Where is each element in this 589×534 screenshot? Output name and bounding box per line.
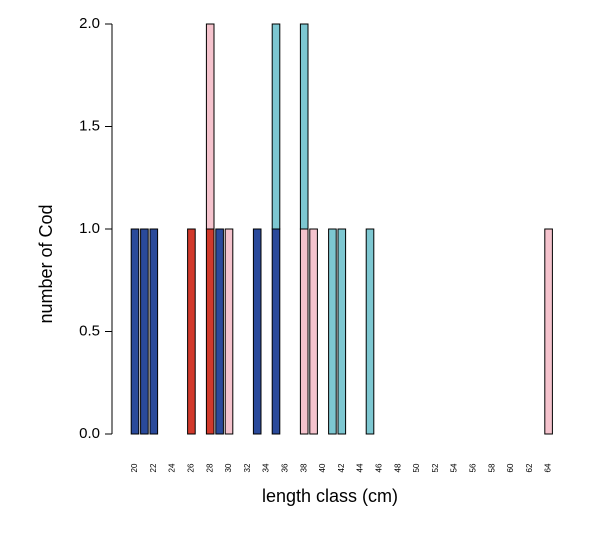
x-tick-label: 54 xyxy=(450,463,459,472)
x-tick-label: 42 xyxy=(337,463,346,472)
x-tick-label: 36 xyxy=(281,463,290,472)
x-tick-label: 32 xyxy=(243,463,252,472)
y-tick-label: 2.0 xyxy=(79,15,100,32)
x-tick-label: 62 xyxy=(525,463,534,472)
x-tick-label: 46 xyxy=(375,463,384,472)
bar-segment xyxy=(205,23,215,230)
bar-segment xyxy=(187,228,196,435)
x-tick-label: 28 xyxy=(205,463,214,472)
y-tick-label: 0.5 xyxy=(79,322,100,339)
x-tick-label: 38 xyxy=(299,463,308,472)
x-tick-label: 26 xyxy=(187,463,196,472)
x-tick-label: 50 xyxy=(412,463,421,472)
x-tick-label: 48 xyxy=(393,463,402,472)
bar-segment xyxy=(337,228,347,435)
bar-segment xyxy=(299,23,309,230)
bar-segment xyxy=(299,228,309,435)
x-tick-label: 64 xyxy=(544,463,553,472)
x-tick-label: 22 xyxy=(149,463,158,472)
y-axis-label: number of Cod xyxy=(36,204,56,323)
bar-segment xyxy=(544,228,553,435)
x-tick-label: 58 xyxy=(487,463,496,472)
bar-segment xyxy=(205,228,215,435)
bar-segment xyxy=(215,228,224,435)
y-tick-label: 1.5 xyxy=(79,117,100,134)
x-tick-label: 40 xyxy=(318,463,327,472)
x-tick-label: 60 xyxy=(506,463,515,472)
bar-segment xyxy=(271,23,281,230)
bar-segment xyxy=(130,228,140,435)
x-tick-label: 24 xyxy=(168,463,177,472)
bar-segment xyxy=(224,228,234,435)
bar-segment xyxy=(328,228,337,435)
bar-segment xyxy=(309,228,318,435)
bar-segment xyxy=(252,228,262,435)
y-tick-label: 0.0 xyxy=(79,425,100,442)
bar-segment xyxy=(365,228,375,435)
bar-segment xyxy=(140,228,149,435)
bar-segment xyxy=(149,228,159,435)
x-tick-label: 30 xyxy=(224,463,233,472)
x-axis-label: length class (cm) xyxy=(262,486,398,506)
y-tick-label: 1.0 xyxy=(79,220,100,237)
bar-segment xyxy=(271,228,281,435)
x-tick-label: 44 xyxy=(356,463,365,472)
x-tick-label: 56 xyxy=(469,463,478,472)
x-tick-label: 52 xyxy=(431,463,440,472)
x-tick-label: 34 xyxy=(262,463,271,472)
x-tick-label: 20 xyxy=(130,463,139,472)
